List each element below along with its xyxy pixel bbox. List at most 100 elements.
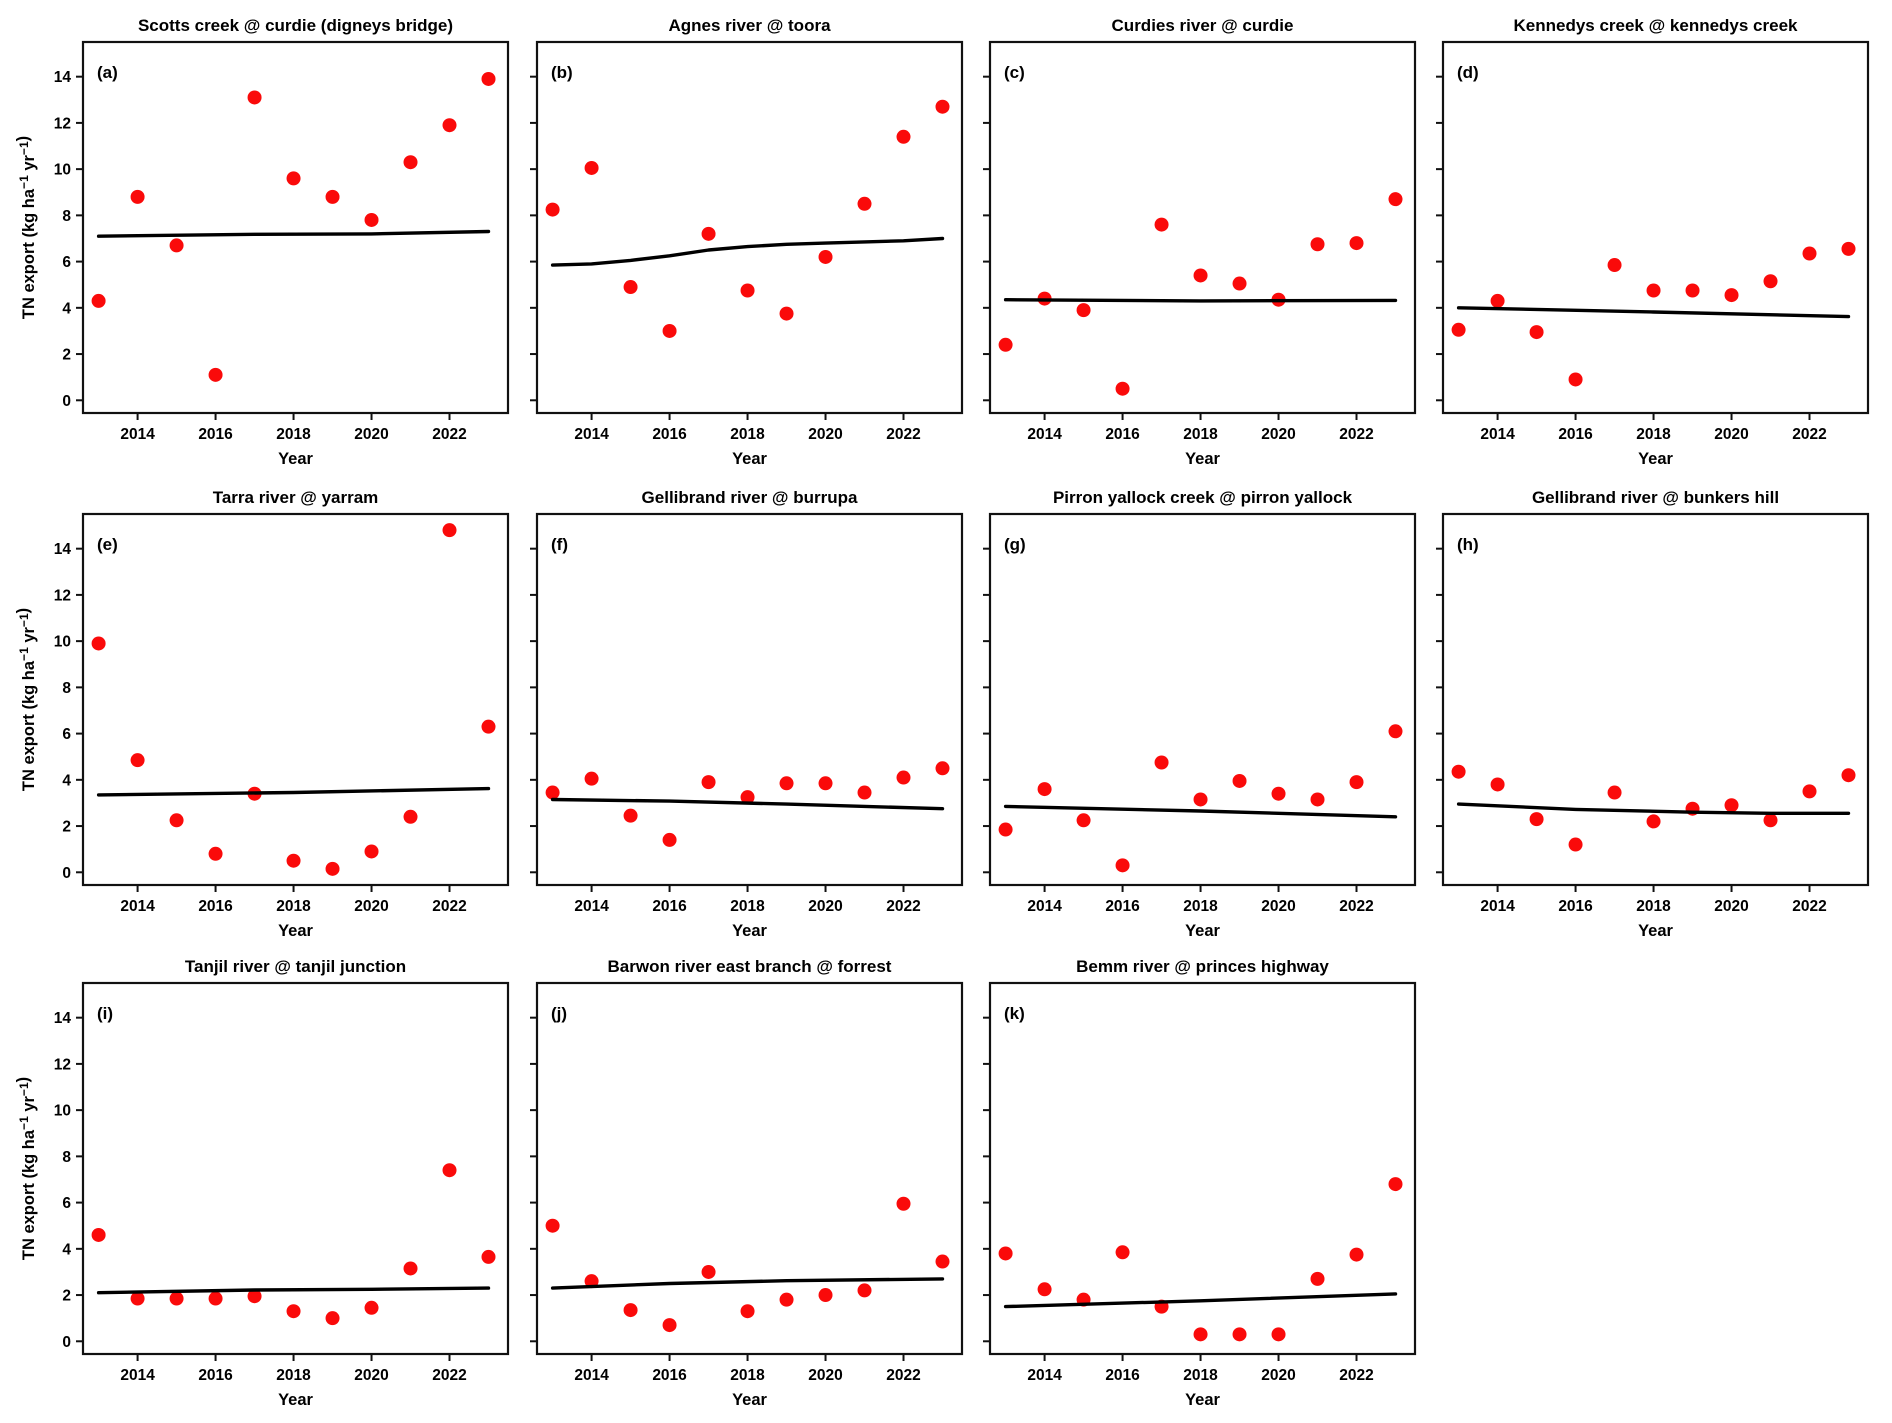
data-point <box>1349 1247 1364 1262</box>
x-tick-label: 2020 <box>808 426 842 443</box>
x-tick-label: 2018 <box>730 1367 765 1384</box>
data-point <box>623 1303 638 1318</box>
x-tick-label: 2022 <box>886 898 920 915</box>
data-point <box>998 337 1013 352</box>
x-tick-label: 2020 <box>354 898 388 915</box>
y-tick-label: 8 <box>62 208 71 225</box>
x-tick-label: 2014 <box>1480 898 1515 915</box>
x-tick-label: 2018 <box>276 898 311 915</box>
data-point <box>1232 773 1247 788</box>
y-tick-label: 0 <box>62 393 71 410</box>
data-point <box>1763 813 1778 828</box>
x-tick-label: 2020 <box>808 1367 842 1384</box>
data-point <box>1115 381 1130 396</box>
data-point <box>1646 814 1661 829</box>
x-tick-label: 2018 <box>730 898 765 915</box>
panel-letter: (h) <box>1457 535 1479 554</box>
x-tick-label: 2016 <box>1105 1367 1140 1384</box>
data-point <box>545 785 560 800</box>
x-tick-label: 2014 <box>1027 898 1062 915</box>
x-tick-label: 2020 <box>1261 1367 1295 1384</box>
data-point <box>740 1304 755 1319</box>
data-point <box>325 861 340 876</box>
x-tick-label: 2014 <box>120 426 155 443</box>
x-tick-label: 2016 <box>1105 898 1140 915</box>
trend-line <box>96 229 491 238</box>
plot-frame <box>535 40 964 415</box>
data-point <box>364 844 379 859</box>
x-tick-label: 2014 <box>574 426 609 443</box>
data-point <box>1568 837 1583 852</box>
data-point <box>1349 775 1364 790</box>
data-point <box>740 790 755 805</box>
x-tick-label: 2018 <box>1636 426 1671 443</box>
data-point <box>286 171 301 186</box>
plot-frame <box>988 981 1417 1356</box>
data-point <box>1271 1327 1286 1342</box>
data-point <box>1646 283 1661 298</box>
x-axis-label: Year <box>732 922 767 940</box>
x-tick-label: 2020 <box>354 1367 388 1384</box>
data-point <box>584 771 599 786</box>
x-axis-label: Year <box>1185 922 1220 940</box>
x-tick-label: 2020 <box>1714 426 1748 443</box>
y-tick-label: 12 <box>54 587 71 604</box>
panel-title: Gellibrand river @ bunkers hill <box>1532 488 1779 507</box>
data-point <box>403 1261 418 1276</box>
data-point <box>935 99 950 114</box>
data-point <box>740 283 755 298</box>
x-tick-label: 2022 <box>1792 426 1826 443</box>
data-point <box>1076 813 1091 828</box>
data-point <box>1802 246 1817 261</box>
data-point <box>442 1163 457 1178</box>
y-axis-label: TN export (kg ha−1 yr−1) <box>14 136 38 319</box>
data-point <box>130 1291 145 1306</box>
y-tick-label: 8 <box>62 680 71 697</box>
data-point <box>1841 768 1856 783</box>
data-point <box>442 523 457 538</box>
x-tick-label: 2018 <box>1183 1367 1218 1384</box>
panel-title: Scotts creek @ curdie (digneys bridge) <box>138 16 453 35</box>
data-point <box>1529 325 1544 340</box>
data-point <box>623 280 638 295</box>
panel-letter: (b) <box>551 63 573 82</box>
y-tick-label: 0 <box>62 865 71 882</box>
data-point <box>130 753 145 768</box>
data-point <box>1841 241 1856 256</box>
data-point <box>403 155 418 170</box>
x-tick-label: 2022 <box>886 1367 920 1384</box>
panel-title: Tarra river @ yarram <box>213 488 379 507</box>
data-point <box>1607 785 1622 800</box>
y-tick-label: 14 <box>54 1010 72 1027</box>
panel-g: Pirron yallock creek @ pirron yallock 201… <box>983 488 1417 940</box>
y-axis-label: TN export (kg ha−1 yr−1) <box>14 608 38 791</box>
data-point <box>701 1264 716 1279</box>
x-tick-label: 2018 <box>276 426 311 443</box>
panel-letter: (c) <box>1004 63 1025 82</box>
data-point <box>1685 283 1700 298</box>
x-tick-label: 2020 <box>1261 426 1295 443</box>
y-tick-label: 4 <box>62 1241 71 1258</box>
data-point <box>857 785 872 800</box>
data-point <box>1193 268 1208 283</box>
panel-letter: (a) <box>97 63 118 82</box>
data-point <box>91 1227 106 1242</box>
data-point <box>545 202 560 217</box>
data-point <box>662 832 677 847</box>
panel-title: Kennedys creek @ kennedys creek <box>1513 16 1798 35</box>
data-point <box>662 323 677 338</box>
y-tick-label: 6 <box>62 1195 71 1212</box>
data-point <box>818 249 833 264</box>
panel-letter: (g) <box>1004 535 1026 554</box>
data-point <box>1037 782 1052 797</box>
data-point <box>1724 288 1739 303</box>
panel-i: Tanjil river @ tanjil junction 0 2 4 6 8 10 12 1… <box>14 957 510 1409</box>
data-point <box>896 1196 911 1211</box>
x-tick-label: 2018 <box>276 1367 311 1384</box>
y-tick-label: 6 <box>62 254 71 271</box>
x-tick-label: 2018 <box>730 426 765 443</box>
panel-letter: (i) <box>97 1004 113 1023</box>
panel-a: Scotts creek @ curdie (digneys bridge) 0 2… <box>14 16 510 468</box>
data-point <box>857 1283 872 1298</box>
